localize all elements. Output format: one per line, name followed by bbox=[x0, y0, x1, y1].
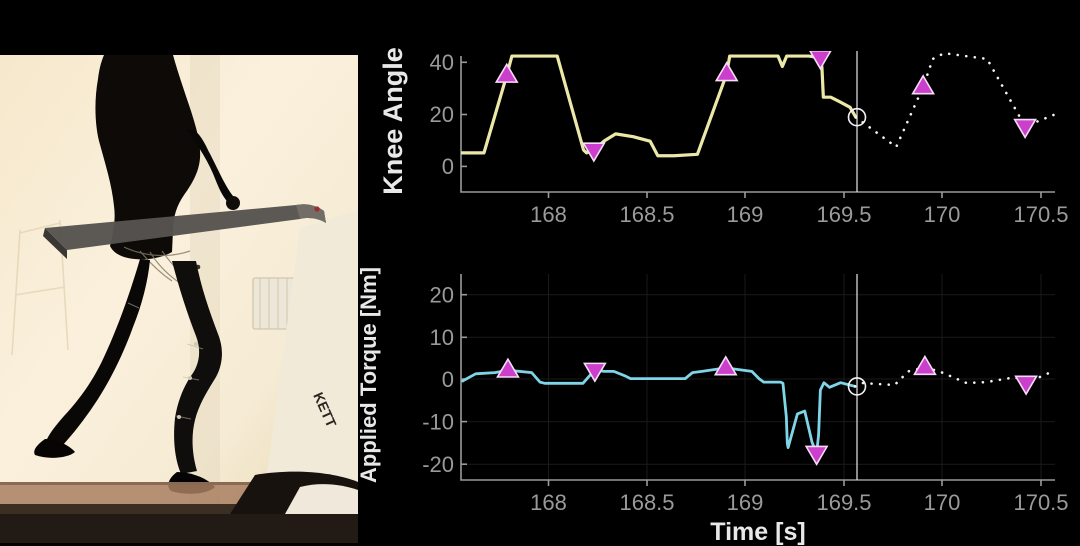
svg-text:-20: -20 bbox=[422, 452, 454, 477]
svg-text:169: 169 bbox=[727, 202, 764, 227]
svg-text:168.5: 168.5 bbox=[619, 202, 674, 227]
svg-text:170: 170 bbox=[924, 202, 961, 227]
svg-text:168.5: 168.5 bbox=[619, 490, 674, 515]
svg-text:0: 0 bbox=[442, 154, 454, 179]
svg-text:-10: -10 bbox=[422, 410, 454, 435]
svg-text:170.5: 170.5 bbox=[1013, 490, 1068, 515]
svg-text:Applied Torque [Nm]: Applied Torque [Nm] bbox=[358, 267, 381, 483]
svg-text:169: 169 bbox=[727, 490, 764, 515]
svg-text:168: 168 bbox=[530, 202, 567, 227]
svg-text:0: 0 bbox=[442, 367, 454, 392]
svg-text:170.5: 170.5 bbox=[1013, 202, 1068, 227]
svg-text:168: 168 bbox=[530, 490, 567, 515]
svg-text:Time [s]: Time [s] bbox=[710, 518, 805, 546]
svg-text:10: 10 bbox=[430, 325, 454, 350]
svg-text:20: 20 bbox=[430, 102, 454, 127]
svg-text:40: 40 bbox=[430, 50, 454, 75]
svg-text:170: 170 bbox=[924, 490, 961, 515]
svg-text:169.5: 169.5 bbox=[816, 490, 871, 515]
svg-text:169.5: 169.5 bbox=[816, 202, 871, 227]
svg-text:20: 20 bbox=[430, 283, 454, 308]
svg-text:Knee Angle: Knee Angle bbox=[378, 47, 408, 195]
